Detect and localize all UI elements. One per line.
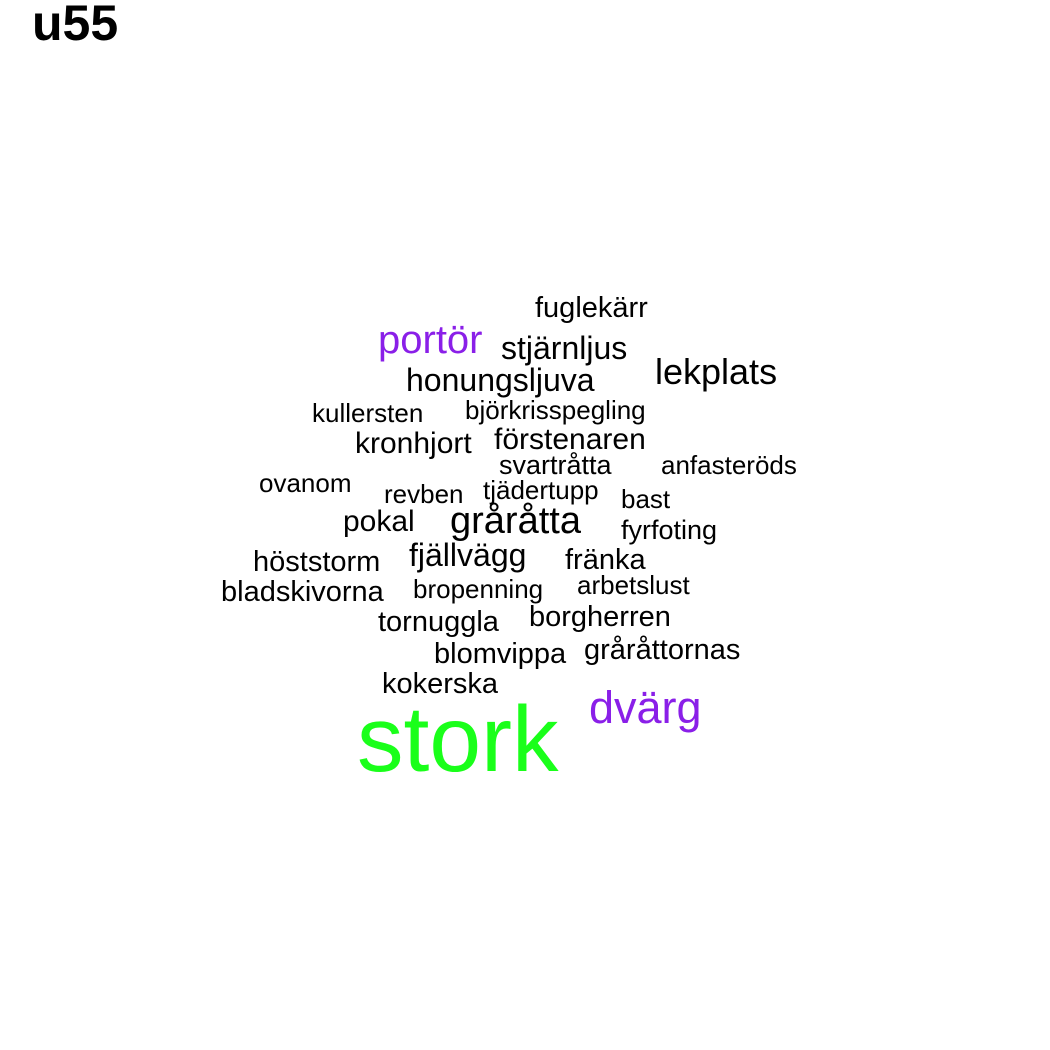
- word-tornuggla: tornuggla: [378, 606, 499, 638]
- word-grararatta: gråråtta: [450, 500, 581, 542]
- word-borgherren: borgherren: [529, 601, 671, 633]
- word-kullersten: kullersten: [312, 398, 424, 428]
- word-dvarg: dvärg: [589, 682, 702, 733]
- word-hoststorm: höststorm: [253, 546, 381, 578]
- word-svartratta: svartråtta: [499, 450, 612, 480]
- word-tjadertupp: tjädertupp: [483, 475, 599, 505]
- word-bjorkrisspegling: björkrisspegling: [465, 395, 646, 425]
- word-fyrfoting: fyrfoting: [621, 515, 718, 545]
- word-stjarnljus: stjärnljus: [501, 330, 628, 366]
- word-fjallvagg: fjällvägg: [409, 537, 527, 573]
- word-lekplats: lekplats: [655, 351, 778, 392]
- word-anfasterods: anfasteröds: [661, 450, 797, 480]
- word-bladskivorna: bladskivorna: [221, 576, 384, 608]
- word-kokerska: kokerska: [382, 668, 499, 700]
- word-grarattornas: gråråttornas: [584, 634, 741, 666]
- page-title: u55: [32, 0, 119, 51]
- word-pokal: pokal: [343, 505, 415, 538]
- word-revben: revben: [384, 479, 464, 509]
- word-forstenaren: förstenaren: [494, 423, 646, 456]
- word-kronhjort: kronhjort: [355, 427, 472, 460]
- word-blomvippa: blomvippa: [434, 638, 567, 670]
- word-franka: fränka: [565, 544, 646, 576]
- word-arbetslust: arbetslust: [577, 570, 690, 600]
- word-portor: portör: [378, 318, 483, 362]
- word-stork: stork: [357, 687, 559, 791]
- word-fuglekarr: fuglekärr: [535, 292, 648, 324]
- word-honungsljuva: honungsljuva: [406, 362, 595, 398]
- word-bropenning: bropenning: [413, 574, 544, 604]
- word-ovanom: ovanom: [259, 468, 352, 498]
- word-bast: bast: [621, 484, 671, 514]
